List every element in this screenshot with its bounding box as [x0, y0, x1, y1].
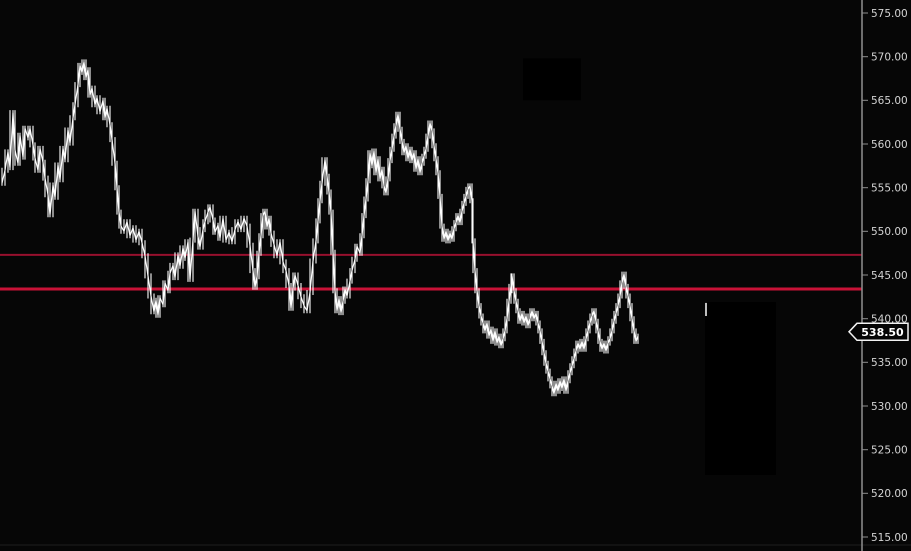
axis-tick-label-540: 540.00 [871, 314, 908, 326]
current-price-marker [847, 322, 909, 342]
axis-tick-label-550: 550.00 [871, 226, 908, 238]
axis-tick-label-535: 535.00 [871, 357, 908, 369]
price-polyline [1, 61, 639, 394]
axis-tick-label-555: 555.00 [871, 183, 908, 195]
axis-tick-label-560: 560.00 [871, 139, 908, 151]
zone-lower-rectangle[interactable] [705, 302, 776, 475]
axis-tick-label-515: 515.00 [871, 532, 908, 544]
axis-tick-label-520: 520.00 [871, 488, 908, 500]
price-marker-label: 538.50 [861, 326, 904, 339]
axis-tick-label-570: 570.00 [871, 52, 908, 64]
zone-upper-rectangle[interactable] [523, 58, 581, 101]
axis-tick-label-545: 545.00 [871, 270, 908, 282]
axis-tick-label-530: 530.00 [871, 401, 908, 413]
axis-tick-label-575: 575.00 [871, 8, 908, 20]
axis-tick-label-525: 525.00 [871, 445, 908, 457]
axis-tick-label-565: 565.00 [871, 95, 908, 107]
